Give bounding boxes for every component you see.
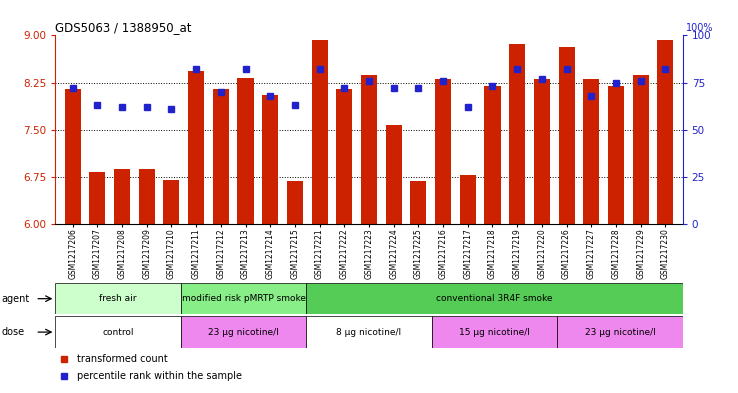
Bar <box>181 283 306 314</box>
Bar <box>608 86 624 224</box>
Text: 23 μg nicotine/l: 23 μg nicotine/l <box>584 328 655 336</box>
Bar <box>509 44 525 224</box>
Text: 100%: 100% <box>686 24 714 33</box>
Bar <box>262 95 278 224</box>
Text: dose: dose <box>1 327 24 337</box>
Text: percentile rank within the sample: percentile rank within the sample <box>77 371 242 381</box>
Bar <box>188 71 204 224</box>
Bar <box>435 79 451 224</box>
Text: 23 μg nicotine/l: 23 μg nicotine/l <box>208 328 279 336</box>
Bar <box>484 86 500 224</box>
Text: modified risk pMRTP smoke: modified risk pMRTP smoke <box>182 294 306 303</box>
Bar <box>311 40 328 224</box>
Text: agent: agent <box>1 294 30 304</box>
Bar <box>306 283 683 314</box>
Bar <box>460 175 476 224</box>
Bar <box>361 75 377 224</box>
Bar <box>534 79 550 224</box>
Bar <box>238 78 254 224</box>
Bar <box>632 75 649 224</box>
Bar <box>658 40 673 224</box>
Text: transformed count: transformed count <box>77 354 168 364</box>
Bar <box>306 316 432 348</box>
Text: fresh air: fresh air <box>100 294 137 303</box>
Text: 8 μg nicotine/l: 8 μg nicotine/l <box>337 328 401 336</box>
Bar <box>65 89 80 224</box>
Bar <box>559 47 575 224</box>
Bar <box>432 316 557 348</box>
Bar <box>583 79 599 224</box>
Bar <box>139 169 155 224</box>
Bar <box>386 125 401 224</box>
Bar <box>163 180 179 224</box>
Bar <box>557 316 683 348</box>
Text: control: control <box>103 328 134 336</box>
Bar <box>410 181 427 224</box>
Text: conventional 3R4F smoke: conventional 3R4F smoke <box>436 294 553 303</box>
Bar <box>55 316 181 348</box>
Bar <box>89 173 106 224</box>
Text: GDS5063 / 1388950_at: GDS5063 / 1388950_at <box>55 21 192 34</box>
Bar <box>337 89 352 224</box>
Bar <box>55 283 181 314</box>
Text: 15 μg nicotine/l: 15 μg nicotine/l <box>459 328 530 336</box>
Bar <box>114 169 130 224</box>
Bar <box>287 181 303 224</box>
Bar <box>213 89 229 224</box>
Bar <box>181 316 306 348</box>
